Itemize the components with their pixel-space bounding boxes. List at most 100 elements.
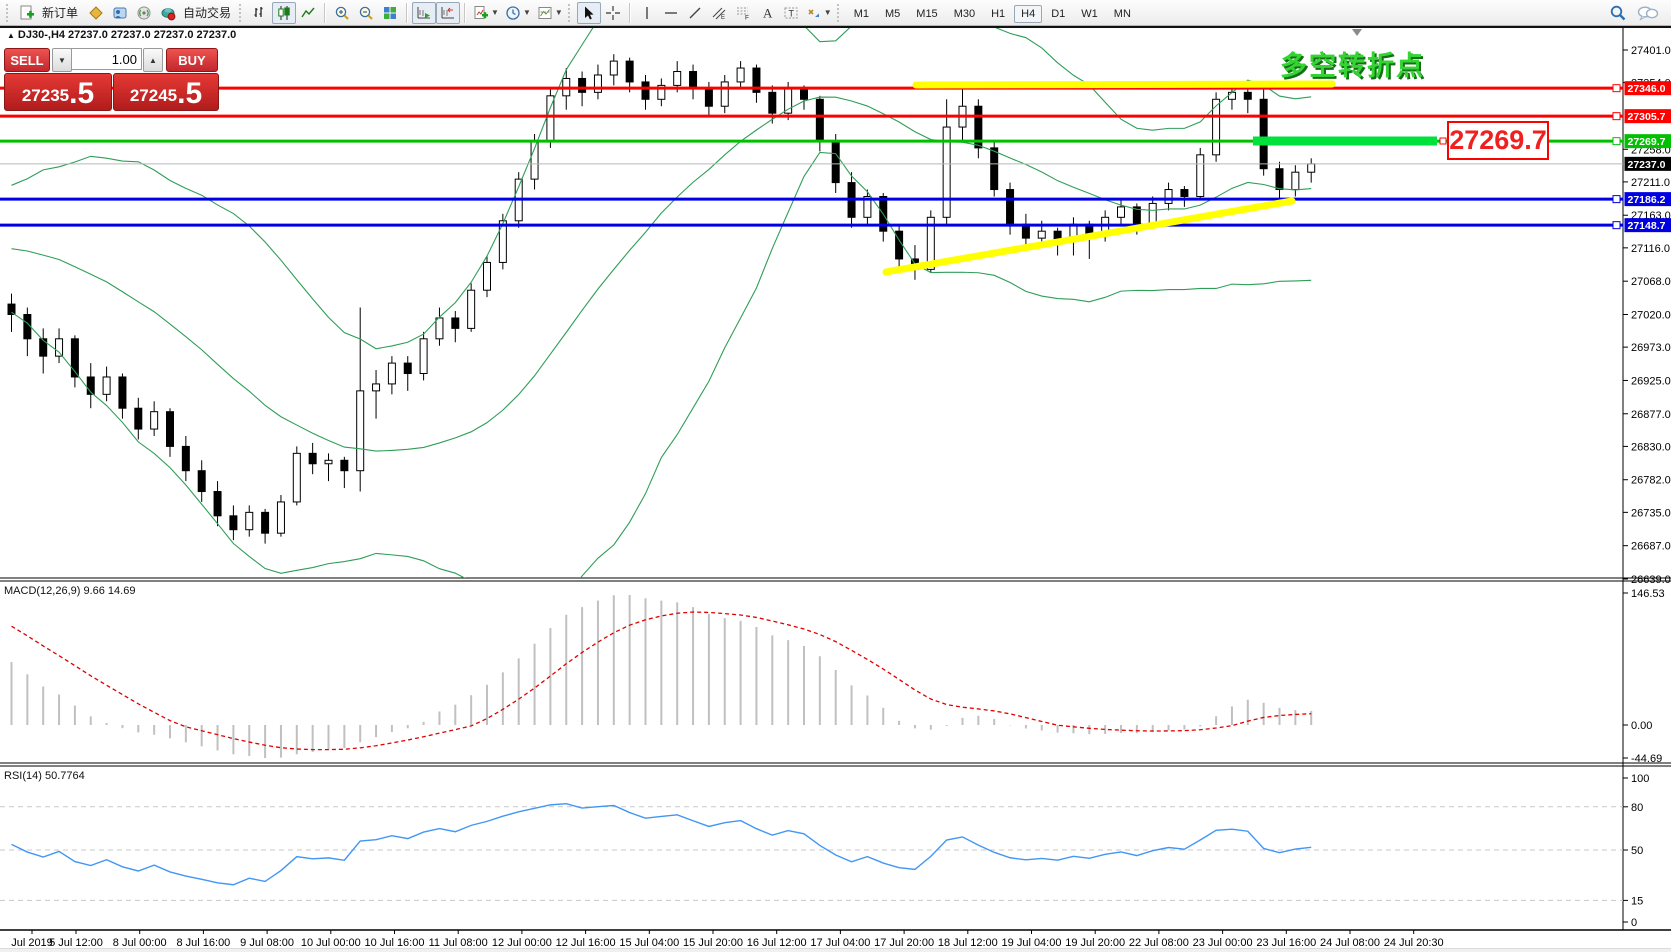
auto-scroll-icon (417, 6, 431, 18)
text-label-button[interactable]: T (779, 2, 803, 24)
arrow-shapes-button[interactable]: ▼ (803, 2, 835, 24)
line-chart-icon (301, 7, 315, 17)
timeframe-MN[interactable]: MN (1113, 7, 1131, 20)
fibonacci-button[interactable]: F (731, 2, 755, 24)
lower-yellow-line[interactable] (882, 197, 1296, 276)
price-tag-27269.7[interactable]: 27269.7 (1612, 134, 1671, 149)
svg-text:T: T (788, 8, 794, 18)
svg-text:27068.0: 27068.0 (1631, 276, 1671, 288)
volume-input[interactable] (71, 48, 142, 70)
auto-trading-button[interactable] (156, 2, 180, 24)
navigator-icon (137, 6, 151, 19)
svg-text:27346.0: 27346.0 (1628, 83, 1666, 95)
callout-anchor-handle[interactable] (1439, 137, 1447, 145)
toolbar-separator (406, 2, 409, 23)
svg-text:E: E (721, 15, 725, 21)
search-icon[interactable] (1609, 4, 1627, 22)
svg-text:24 Jul 20:30: 24 Jul 20:30 (1384, 937, 1444, 949)
sell-button[interactable]: SELL (4, 48, 50, 72)
green-highlight-segment[interactable] (1253, 136, 1437, 146)
timeframe-M30[interactable]: M30 (953, 7, 976, 20)
fibonacci-icon: F (736, 7, 749, 21)
bar-chart-button[interactable] (248, 2, 272, 24)
candlestick-chart-icon (278, 5, 290, 20)
zoom-out-button[interactable] (354, 2, 378, 24)
market-watch-button[interactable] (84, 2, 108, 24)
timeframe-H4[interactable]: H4 (1014, 4, 1043, 23)
svg-text:23 Jul 16:00: 23 Jul 16:00 (1256, 937, 1316, 949)
buy-price-pips: .5 (177, 77, 203, 110)
svg-text:26687.0: 26687.0 (1631, 541, 1671, 553)
price-scale[interactable]: 27401.027354.027258.027211.027163.027116… (1623, 45, 1671, 586)
volume-increase-button[interactable]: ▲ (143, 48, 163, 72)
toolbar-separator (464, 2, 467, 23)
new-order-label[interactable]: 新订单 (42, 6, 79, 20)
rsi-scale-label: 80 (1631, 802, 1643, 814)
sell-price-box[interactable]: 27235.5 (4, 73, 112, 111)
rsi-scale-label: 50 (1631, 845, 1643, 857)
chart-shift-marker[interactable] (1352, 29, 1362, 36)
svg-text:17 Jul 04:00: 17 Jul 04:00 (810, 937, 870, 949)
price-tag-27237.0[interactable]: 27237.0 (1624, 156, 1671, 171)
svg-text:23 Jul 00:00: 23 Jul 00:00 (1193, 937, 1253, 949)
trendline-button[interactable] (683, 2, 707, 24)
price-tag-27305.7[interactable]: 27305.7 (1612, 109, 1671, 124)
zoom-in-button[interactable] (330, 2, 354, 24)
timeframe-H1[interactable]: H1 (991, 7, 1006, 20)
chart-shift-button[interactable] (436, 1, 461, 24)
buy-price-box[interactable]: 27245.5 (113, 73, 219, 111)
indicators-button[interactable]: ▼ (470, 2, 502, 24)
cursor-button[interactable] (576, 1, 601, 24)
svg-text:26877.0: 26877.0 (1631, 409, 1671, 421)
timeframe-D1[interactable]: D1 (1051, 7, 1066, 20)
candlestick-chart-button[interactable] (272, 1, 297, 24)
auto-trading-label[interactable]: 自动交易 (183, 6, 232, 20)
bar-chart-icon (254, 6, 263, 17)
tile-windows-button[interactable] (378, 2, 402, 24)
periods-button[interactable]: ▼ (502, 2, 534, 24)
svg-text:17 Jul 20:00: 17 Jul 20:00 (874, 937, 934, 949)
timeframe-W1[interactable]: W1 (1081, 7, 1098, 20)
chat-icon[interactable] (1637, 5, 1659, 21)
zoom-out-icon (359, 6, 373, 20)
collapse-triangle-icon[interactable]: ▲ (7, 31, 15, 40)
crosshair-button[interactable] (601, 2, 625, 24)
macd-label: MACD(12,26,9) 9.66 14.69 (4, 585, 135, 597)
equidistant-channel-button[interactable]: E (707, 2, 731, 24)
upper-yellow-line[interactable] (912, 80, 1336, 89)
symbol-ohlc-line[interactable]: ▲ DJ30-,H4 27237.0 27237.0 27237.0 27237.… (7, 29, 236, 41)
vertical-line-button[interactable] (635, 2, 659, 24)
timeframe-M15[interactable]: M15 (916, 7, 938, 20)
turning-point-annotation[interactable]: 多空转折点 (1280, 51, 1425, 81)
timeframe-M1[interactable]: M1 (853, 7, 869, 20)
price-tag-27148.7[interactable]: 27148.7 (1612, 218, 1671, 233)
templates-icon (538, 6, 552, 19)
vertical-line-icon (646, 6, 648, 19)
auto-scroll-button[interactable] (412, 1, 437, 24)
svg-text:15 Jul 04:00: 15 Jul 04:00 (619, 937, 679, 949)
timeframe-M5[interactable]: M5 (885, 7, 901, 20)
svg-text:24 Jul 08:00: 24 Jul 08:00 (1320, 937, 1380, 949)
line-chart-button[interactable] (296, 2, 320, 24)
svg-text:16 Jul 12:00: 16 Jul 12:00 (747, 937, 807, 949)
svg-text:10 Jul 00:00: 10 Jul 00:00 (301, 937, 361, 949)
price-callout-label[interactable]: 27269.7 (1447, 121, 1549, 160)
buy-button[interactable]: BUY (166, 48, 218, 72)
price-tag-27186.2[interactable]: 27186.2 (1612, 192, 1671, 207)
volume-decrease-button[interactable]: ▼ (52, 48, 72, 72)
text-button[interactable]: A (755, 2, 779, 24)
svg-text:27186.2: 27186.2 (1628, 194, 1666, 206)
symbol-ohlc-text: DJ30-,H4 27237.0 27237.0 27237.0 27237.0 (17, 29, 237, 41)
new-order-button[interactable] (15, 2, 39, 24)
navigator-button[interactable] (132, 2, 156, 24)
price-tag-27346.0[interactable]: 27346.0 (1612, 81, 1671, 96)
data-window-button[interactable] (108, 2, 132, 24)
templates-button[interactable]: ▼ (534, 2, 566, 24)
main-toolbar: 新订单 自动交易 (0, 0, 1671, 26)
market-watch-icon (89, 5, 103, 20)
svg-text:F: F (745, 14, 749, 21)
horizontal-line-button[interactable] (659, 2, 683, 24)
